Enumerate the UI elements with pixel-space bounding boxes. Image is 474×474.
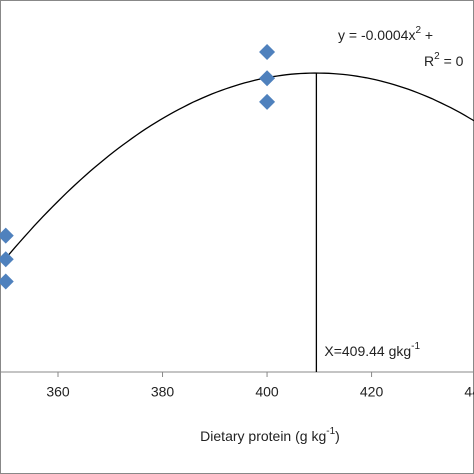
x-tick-label: 400 xyxy=(255,384,279,400)
r-squared: R2 = 0 xyxy=(424,51,464,69)
equation: y = -0.0004x2 + xyxy=(338,25,433,43)
vertex-label-sup: -1 xyxy=(411,341,420,352)
x-tick-label: 440 xyxy=(464,384,474,400)
point xyxy=(0,227,14,244)
point xyxy=(0,251,14,268)
fit-curve xyxy=(5,72,474,259)
vertex-label: X=409.44 gkg-1 xyxy=(324,341,420,359)
point xyxy=(259,70,276,87)
x-tick-label: 420 xyxy=(360,384,384,400)
x-axis-label: Dietary protein (g kg-1) xyxy=(200,426,340,444)
point xyxy=(259,44,276,61)
vertex-label-text: X=409.44 gkg xyxy=(324,343,411,359)
point xyxy=(259,93,276,110)
x-tick-label: 360 xyxy=(46,384,70,400)
point xyxy=(0,273,14,290)
x-tick-label: 380 xyxy=(151,384,175,400)
